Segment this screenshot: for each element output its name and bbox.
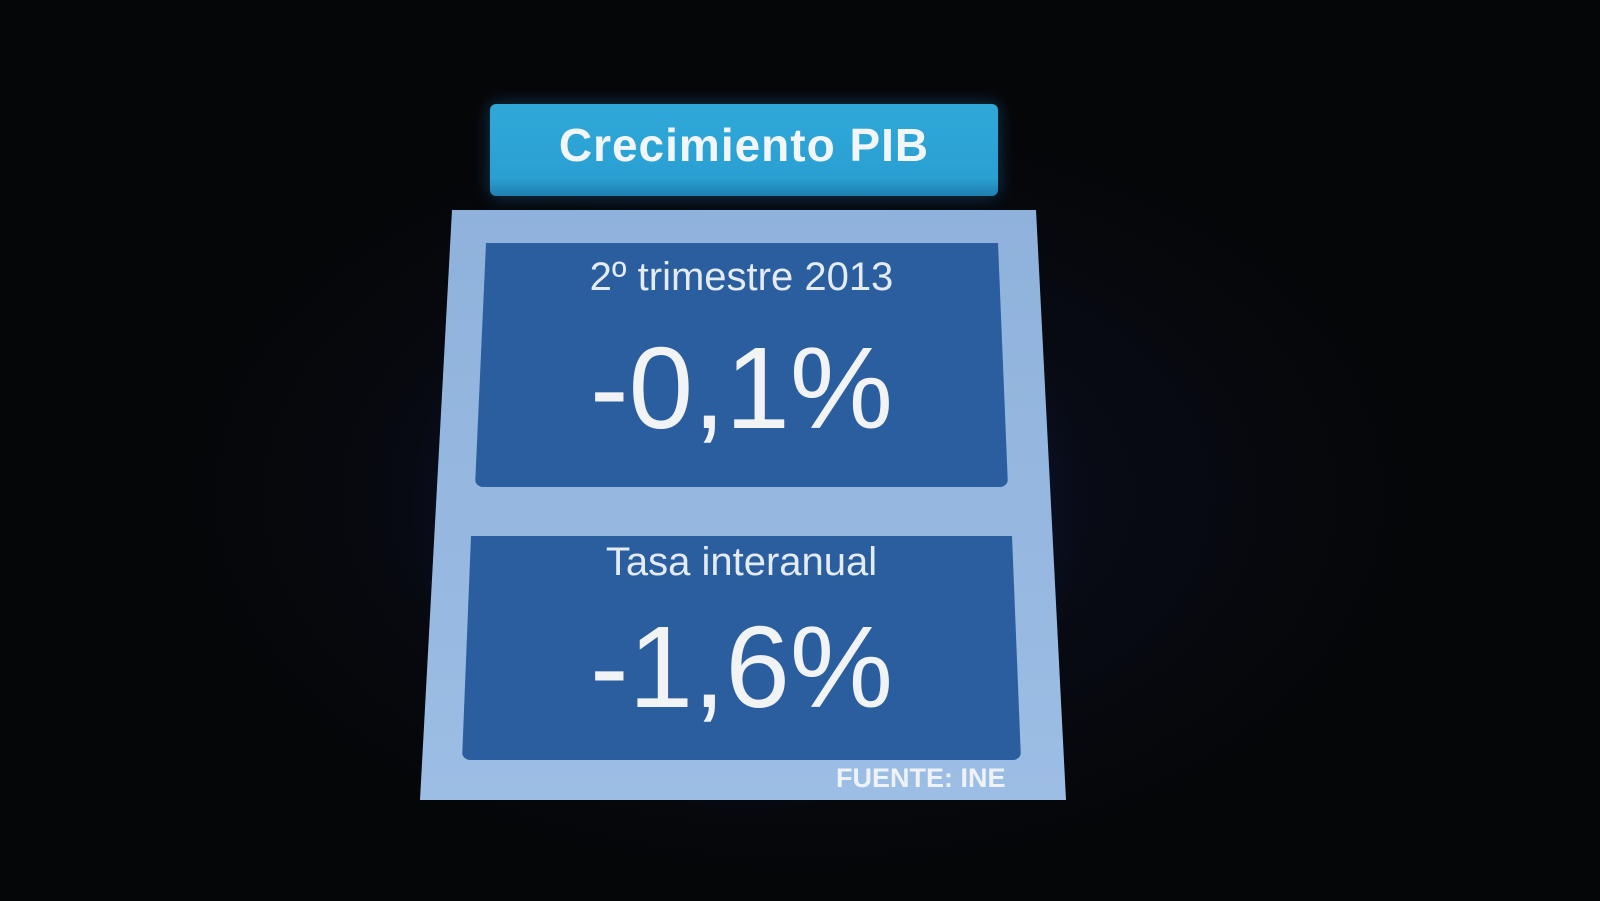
annual-value: -1,6%: [589, 602, 894, 732]
annual-card: Tasa interanual -1,6%: [462, 536, 1021, 760]
quarterly-card: 2º trimestre 2013 -0,1%: [475, 243, 1008, 487]
annual-label: Tasa interanual: [605, 540, 878, 584]
title: Crecimiento PIB: [558, 119, 930, 171]
title-banner: Crecimiento PIB: [490, 104, 998, 196]
quarterly-label: 2º trimestre 2013: [589, 255, 894, 299]
quarterly-value: -0,1%: [589, 323, 894, 453]
source-note: FUENTE: INE: [836, 763, 1006, 793]
